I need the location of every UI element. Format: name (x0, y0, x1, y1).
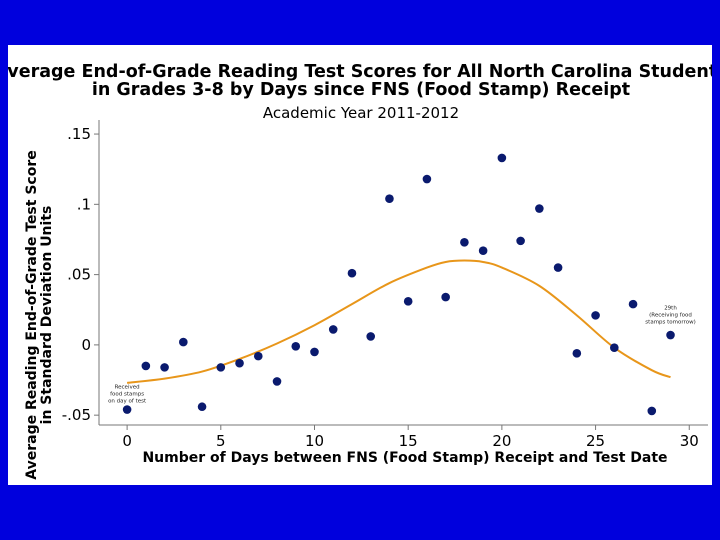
chart: Average End-of-Grade Reading Test Scores… (8, 62, 712, 480)
data-point (122, 405, 132, 414)
data-point (216, 363, 226, 372)
chart-title-line2: in Grades 3-8 by Days since FNS (Food St… (92, 80, 630, 100)
chart-title-line1: Average End-of-Grade Reading Test Scores… (8, 62, 712, 82)
x-tick-label: 25 (586, 432, 605, 450)
x-tick-label: 30 (680, 432, 699, 450)
x-tick-label: 0 (122, 432, 132, 450)
data-point (253, 351, 263, 361)
data-point (441, 292, 450, 302)
data-point (179, 337, 188, 347)
x-axis-title: Number of Days between FNS (Food Stamp) … (142, 450, 667, 466)
fit-layer (126, 259, 671, 384)
x-tick-label: 10 (305, 432, 324, 450)
data-point (310, 347, 319, 357)
data-point (235, 358, 244, 368)
chart-subtitle: Academic Year 2011-2012 (263, 104, 459, 122)
slide-panel: Average End-of-Grade Reading Test Scores… (8, 45, 712, 485)
data-point (572, 349, 582, 358)
data-point (291, 341, 301, 351)
data-point (328, 325, 338, 334)
y-tick-label: -.05 (62, 406, 91, 424)
annotation-line: stamps tomorrow) (645, 320, 695, 326)
y-axis-title-line2: in Standard Deviation Units (39, 206, 55, 425)
data-point (366, 332, 376, 341)
y-tick-label: 0 (81, 336, 91, 354)
data-point (497, 153, 507, 163)
y-tick-label: .15 (67, 125, 91, 143)
data-point (272, 377, 282, 386)
data-point (197, 402, 207, 412)
data-point (628, 299, 638, 309)
y-axis-title-line1: Average Reading End-of-Grade Test Score (24, 150, 40, 479)
data-point (553, 263, 563, 272)
fit-line (126, 259, 671, 384)
annotation-line: (Receiving food (649, 313, 692, 319)
data-point (516, 236, 525, 246)
data-point (141, 361, 151, 371)
data-point (460, 237, 469, 247)
data-point (610, 343, 619, 352)
annotation-line: food stamps (110, 391, 144, 397)
y-tick-label: .1 (77, 195, 91, 213)
data-point (160, 363, 169, 372)
annotation-line: on day of test (108, 398, 147, 404)
data-point (591, 311, 600, 320)
data-point (403, 297, 413, 306)
x-tick-label: 15 (399, 432, 418, 450)
data-point (647, 406, 657, 416)
data-point (347, 268, 357, 278)
data-point (478, 246, 488, 256)
ticks-layer: -.05 0 .05 .1 .15 0 5 10 15 20 25 30 (62, 125, 699, 450)
points-layer (122, 153, 675, 416)
data-point (666, 330, 675, 340)
data-point (385, 194, 394, 204)
data-point (422, 174, 432, 184)
x-tick-label: 20 (492, 432, 511, 450)
annotation-line: Received (115, 384, 140, 390)
y-tick-label: .05 (67, 266, 91, 284)
data-point (535, 204, 544, 213)
x-tick-label: 5 (216, 432, 226, 450)
annotation-line: 29th (664, 306, 677, 312)
